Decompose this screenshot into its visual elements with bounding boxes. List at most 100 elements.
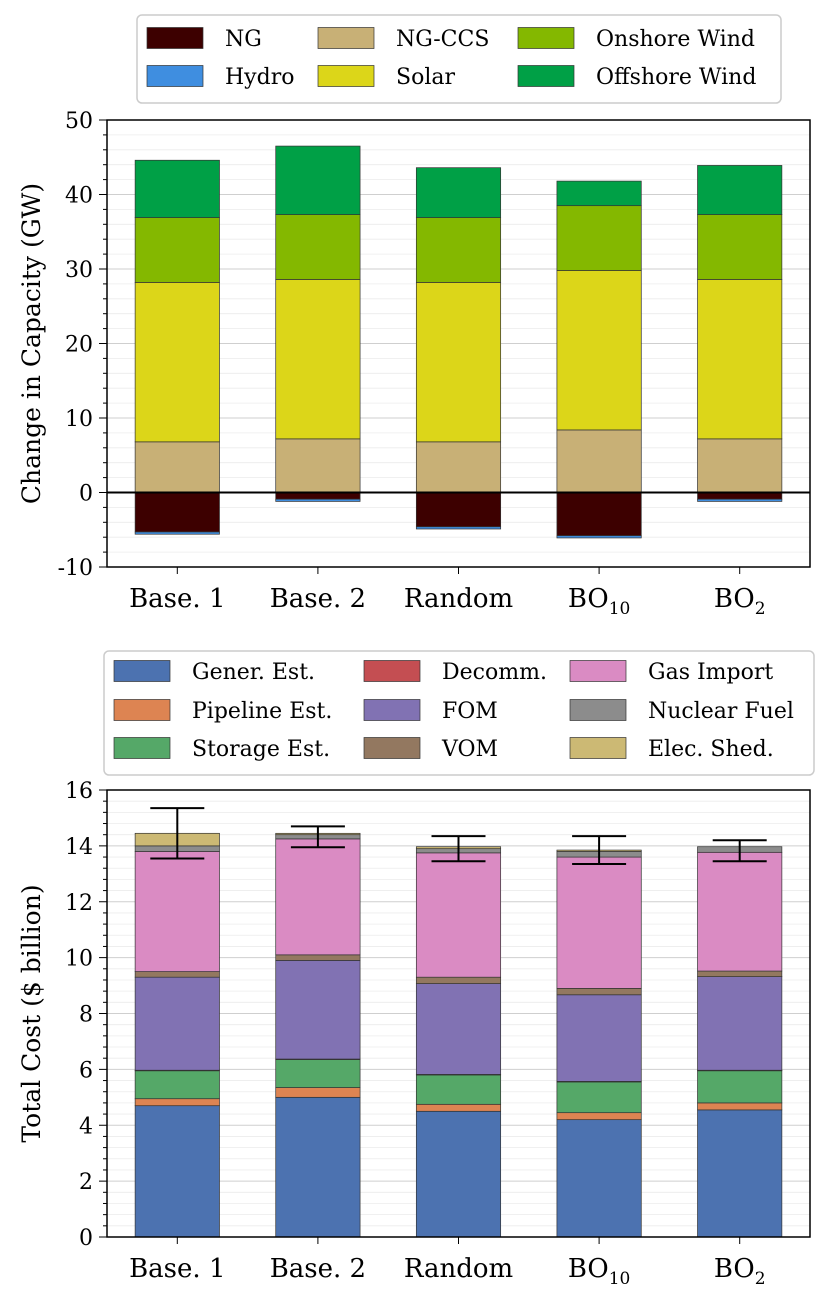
bar-segment-ng	[135, 493, 219, 532]
bar-segment-ng	[557, 493, 641, 536]
bar-segment-ng-ccs	[276, 439, 360, 493]
bar-segment-gener-est-	[698, 1110, 782, 1237]
legend-label: Onshore Wind	[596, 27, 755, 52]
bar-segment-solar	[276, 279, 360, 438]
legend-swatch	[318, 66, 374, 87]
y-tick-label: 2	[79, 1170, 93, 1195]
bar-segment-ng-ccs	[557, 430, 641, 493]
bar-segment-gas-import	[698, 852, 782, 971]
bar-segment-gener-est-	[416, 1111, 500, 1237]
legend-label: Gener. Est.	[192, 660, 315, 685]
bar-segment-fom	[698, 977, 782, 1071]
bar-segment-fom	[416, 984, 500, 1075]
y-tick-label: 4	[79, 1114, 93, 1139]
legend-swatch	[518, 28, 574, 49]
bar-segment-offshore-wind	[135, 160, 219, 217]
bar-segment-pipeline-est-	[276, 1088, 360, 1098]
bar-segment-gas-import	[135, 851, 219, 971]
bar-segment-pipeline-est-	[416, 1104, 500, 1111]
bar-segment-onshore-wind	[698, 215, 782, 280]
bar-segment-onshore-wind	[416, 218, 500, 283]
bar-segment-storage-est-	[698, 1071, 782, 1103]
bar-segment-offshore-wind	[557, 181, 641, 206]
bar-segment-gas-import	[276, 839, 360, 955]
bar-segment-gas-import	[557, 857, 641, 988]
x-tick-label: BO10	[568, 1254, 631, 1289]
x-tick-label-subscript: 10	[609, 1269, 631, 1289]
bar-segment-vom	[135, 972, 219, 978]
y-tick-label: 10	[65, 407, 93, 432]
legend-swatch	[147, 66, 203, 87]
legend-label: VOM	[441, 737, 498, 762]
bar-segment-gener-est-	[276, 1097, 360, 1237]
bar-segment-gas-import	[416, 853, 500, 977]
y-tick-label: 0	[79, 482, 93, 507]
y-tick-label: -10	[58, 556, 93, 581]
bar-segment-ng-ccs	[416, 442, 500, 493]
bar-segment-hydro	[135, 532, 219, 534]
legend-label: Elec. Shed.	[648, 737, 774, 762]
bar-segment-storage-est-	[276, 1060, 360, 1088]
x-tick-label: Base. 1	[129, 1254, 225, 1284]
bar-segment-storage-est-	[557, 1082, 641, 1113]
legend-swatch	[114, 700, 170, 721]
legend-swatch	[114, 661, 170, 682]
bar-segment-storage-est-	[416, 1075, 500, 1104]
legend-label: FOM	[442, 699, 498, 724]
legend-swatch	[364, 700, 420, 721]
legend-label: Storage Est.	[192, 737, 330, 762]
bar-segment-solar	[135, 282, 219, 441]
bar-segment-storage-est-	[135, 1071, 219, 1099]
bar-segment-onshore-wind	[135, 218, 219, 283]
bar-segment-hydro	[276, 499, 360, 501]
bar-segment-offshore-wind	[276, 146, 360, 215]
bar-segment-gener-est-	[557, 1120, 641, 1237]
bar-segment-solar	[698, 279, 782, 438]
bar-segment-hydro	[416, 527, 500, 529]
bar-segment-vom	[276, 955, 360, 961]
bar-segment-offshore-wind	[416, 168, 500, 218]
x-tick-label: Base. 1	[129, 584, 225, 614]
bar-segment-ng	[276, 493, 360, 500]
bar-segment-ng-ccs	[698, 439, 782, 493]
y-tick-label: 6	[79, 1058, 93, 1083]
x-tick-label: Random	[404, 1254, 513, 1284]
legend-swatch	[570, 738, 626, 759]
x-tick-label-subscript: 10	[609, 599, 631, 619]
legend-swatch	[318, 28, 374, 49]
bar-segment-pipeline-est-	[135, 1099, 219, 1106]
x-tick-label: BO2	[714, 1254, 766, 1289]
x-tick-label-subscript: 2	[755, 1269, 766, 1289]
legend-swatch	[570, 661, 626, 682]
bar-segment-hydro	[557, 536, 641, 538]
bar-segment-vom	[557, 988, 641, 994]
x-tick-label-subscript: 2	[755, 599, 766, 619]
legend-swatch	[364, 738, 420, 759]
x-tick-label: BO10	[568, 584, 631, 619]
bar-segment-ng-ccs	[135, 442, 219, 493]
y-tick-label: 50	[65, 109, 93, 134]
legend-label: NG-CCS	[396, 27, 489, 52]
y-axis-label: Change in Capacity (GW)	[17, 183, 46, 504]
bar-segment-solar	[416, 282, 500, 441]
legend-swatch	[114, 738, 170, 759]
bar-segment-fom	[135, 977, 219, 1070]
bar-segment-pipeline-est-	[698, 1103, 782, 1110]
bar-segment-hydro	[698, 499, 782, 501]
bar-segment-onshore-wind	[557, 206, 641, 271]
y-axis-label: Total Cost ($ billion)	[17, 884, 46, 1142]
x-tick-label: BO2	[714, 584, 766, 619]
y-tick-label: 20	[65, 333, 93, 358]
bar-segment-ng	[416, 493, 500, 527]
y-tick-label: 8	[79, 1003, 93, 1028]
chart-figure: -1001020304050Base. 1 Base. 2 Random BO10 BO…	[0, 0, 831, 1301]
y-tick-label: 16	[65, 779, 93, 804]
legend-label: Pipeline Est.	[192, 699, 332, 724]
y-tick-label: 0	[79, 1226, 93, 1251]
legend-swatch	[364, 661, 420, 682]
legend-swatch	[518, 66, 574, 87]
legend-label: Hydro	[225, 65, 294, 90]
legend-label: Decomm.	[442, 660, 547, 685]
legend-label: NG	[225, 27, 262, 52]
y-tick-label: 10	[65, 947, 93, 972]
